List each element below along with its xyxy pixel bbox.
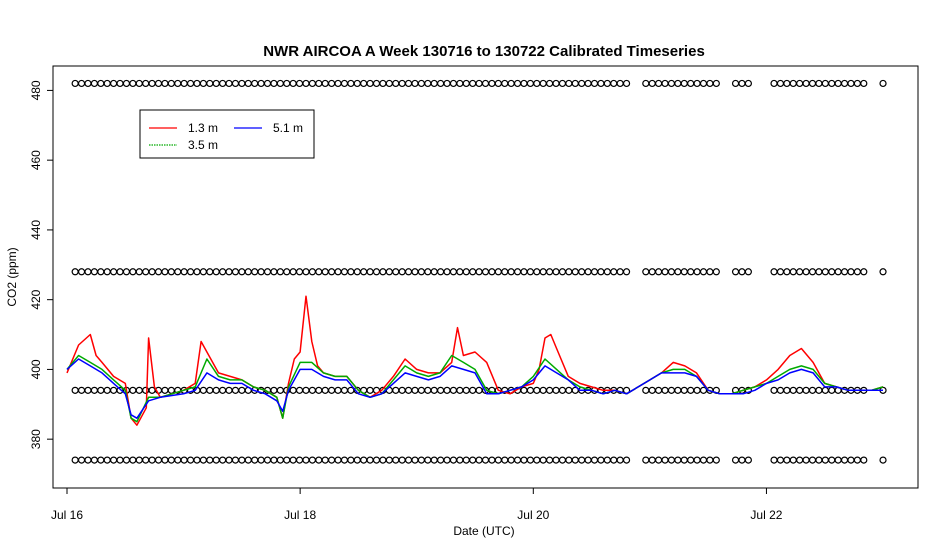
series-lines xyxy=(66,295,884,426)
legend: 1.3 m 5.1 m 3.5 m xyxy=(139,109,315,159)
marker-3-116 xyxy=(860,456,868,464)
marker-0-101 xyxy=(744,79,752,88)
calibration-markers xyxy=(71,79,887,464)
marker-3-86 xyxy=(622,456,631,464)
marker-3-117 xyxy=(879,456,887,464)
marker-0-86 xyxy=(622,79,631,88)
x-tick-label-1: Jul 18 xyxy=(284,508,316,522)
y-tick-label-1: 400 xyxy=(29,359,43,379)
series-line-1 xyxy=(66,354,884,423)
plot-frame xyxy=(52,65,919,489)
legend-label-3-5m: 3.5 m xyxy=(188,138,218,152)
series-line-2 xyxy=(66,358,883,419)
marker-1-98 xyxy=(712,268,720,276)
x-tick-label-3: Jul 22 xyxy=(750,508,782,522)
y-tick-label-0: 380 xyxy=(29,429,43,449)
y-tick-label-2: 420 xyxy=(29,289,43,309)
x-tick-label-2: Jul 20 xyxy=(517,508,549,522)
marker-1-116 xyxy=(860,268,868,276)
y-tick-label-3: 440 xyxy=(29,220,43,240)
legend-label-5-1m: 5.1 m xyxy=(273,121,303,135)
marker-0-116 xyxy=(860,79,868,88)
marker-1-101 xyxy=(744,268,752,276)
marker-1-117 xyxy=(879,268,887,276)
x-axis: Jul 16 Jul 18 Jul 20 Jul 22 xyxy=(51,488,783,522)
y-tick-label-4: 460 xyxy=(29,150,43,170)
marker-3-98 xyxy=(712,456,720,464)
legend-label-1-3m: 1.3 m xyxy=(188,121,218,135)
legend-box xyxy=(139,109,315,159)
marker-0-117 xyxy=(879,79,887,88)
y-axis-label: CO2 (ppm) xyxy=(5,247,19,306)
y-axis: 380 400 420 440 460 480 xyxy=(29,80,53,449)
x-axis-label: Date (UTC) xyxy=(453,524,514,538)
marker-1-86 xyxy=(622,268,631,276)
chart-title: NWR AIRCOA A Week 130716 to 130722 Calib… xyxy=(263,43,705,60)
marker-3-101 xyxy=(744,456,752,464)
x-tick-label-0: Jul 16 xyxy=(51,508,83,522)
marker-0-98 xyxy=(712,79,720,88)
y-tick-label-5: 480 xyxy=(29,80,43,100)
